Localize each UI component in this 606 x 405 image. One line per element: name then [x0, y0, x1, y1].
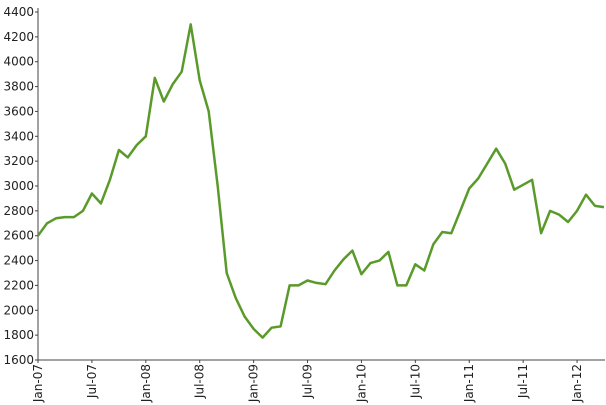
y-tick-label: 3800 — [3, 80, 34, 94]
y-tick-label: 2200 — [3, 278, 34, 292]
x-tick-label: Jul-10 — [408, 364, 422, 399]
data-line — [36, 23, 605, 339]
y-tick-label: 3200 — [3, 154, 34, 168]
y-tick-label: 2800 — [3, 204, 34, 218]
y-tick-label: 4200 — [3, 30, 34, 44]
y-tick-label: 2600 — [3, 229, 34, 243]
x-tick-label: Jul-07 — [85, 364, 99, 399]
x-tick-label: Jan-12 — [570, 364, 584, 403]
y-tick-label: 3600 — [3, 104, 34, 118]
y-tick-label: 4400 — [3, 5, 34, 19]
y-tick-label: 2400 — [3, 254, 34, 268]
x-tick-label: Jan-11 — [462, 364, 476, 403]
y-tick-label: 3000 — [3, 179, 34, 193]
x-tick-label: Jul-08 — [193, 364, 207, 399]
y-tick-label: 3400 — [3, 129, 34, 143]
x-tick-label: Jul-09 — [301, 364, 315, 399]
x-tick-label: Jan-09 — [247, 364, 261, 403]
x-tick-label: Jan-07 — [31, 364, 45, 403]
y-tick-label: 1600 — [3, 353, 34, 367]
x-tick-label: Jan-10 — [354, 364, 368, 403]
x-tick-label: Jan-08 — [139, 364, 153, 403]
y-tick-label: 4000 — [3, 55, 34, 69]
y-tick-label: 2000 — [3, 303, 34, 317]
x-tick-label: Jul-11 — [516, 364, 530, 399]
y-tick-label: 1800 — [3, 328, 34, 342]
